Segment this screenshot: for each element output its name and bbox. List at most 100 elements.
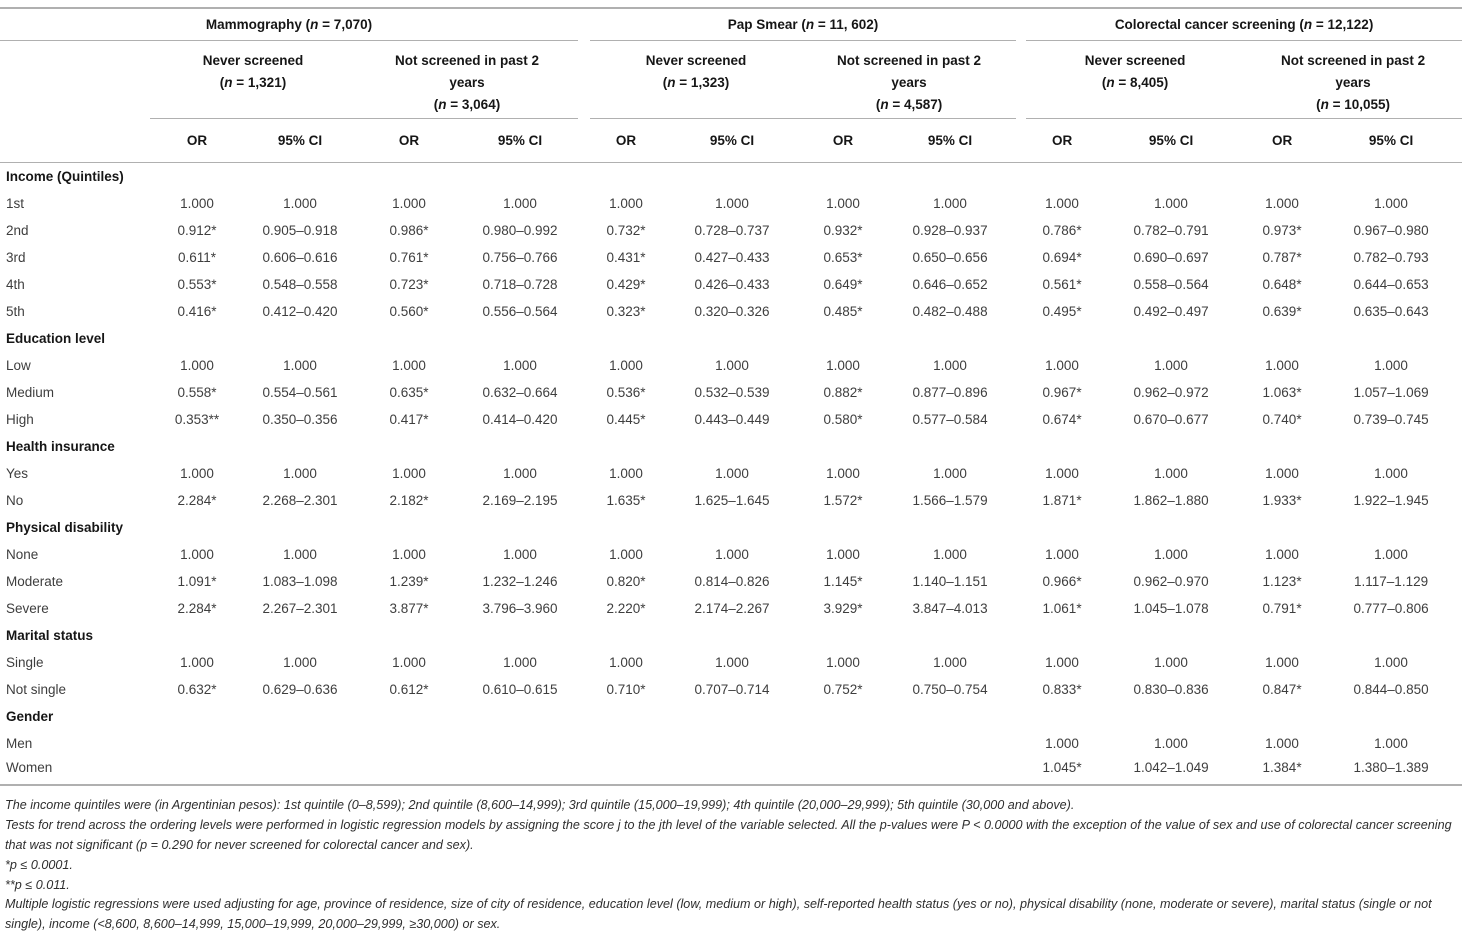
ci-value: 0.905–0.918 (262, 223, 338, 238)
ci-value: 0.782–0.791 (1133, 223, 1209, 238)
column-gap (1016, 298, 1026, 325)
table-row: Severe 2.284* 2.267–2.301 3.877* 3.796–3.960… (0, 595, 1462, 622)
or-value (356, 757, 462, 784)
subgroup-n: (n = 8,405) (1101, 74, 1169, 90)
or-value: 1.061* (1042, 601, 1082, 616)
footnote: *p ≤ 0.0001. (5, 857, 73, 872)
or-value: 1.000 (392, 466, 426, 481)
or-value: 1.000 (1045, 466, 1079, 481)
or-value: 0.416* (177, 304, 217, 319)
subgroup-label: Never screened (1084, 53, 1186, 68)
ci-value: 0.548–0.558 (262, 277, 338, 292)
ci-value: 0.632–0.664 (482, 385, 558, 400)
or-value: 3.877* (389, 601, 429, 616)
or-value: 1.000 (1265, 358, 1299, 373)
ci-value: 0.928–0.937 (912, 223, 988, 238)
ci-value: 1.000 (933, 358, 967, 373)
column-gap (1016, 271, 1026, 298)
column-gap (578, 244, 590, 271)
or-value: 0.580* (823, 412, 863, 427)
ci-value (884, 757, 1016, 784)
ci-value: 1.000 (1154, 547, 1188, 562)
section-label: Physical disability (6, 520, 124, 535)
ci-value (462, 757, 578, 784)
column-gap (578, 271, 590, 298)
or-value: 2.182* (389, 493, 429, 508)
ci-value: 0.739–0.745 (1353, 412, 1429, 427)
or-value: 1.933* (1262, 493, 1302, 508)
subgroup-label: Not screened in past 2 years (837, 53, 982, 90)
or-value: 1.000 (609, 196, 643, 211)
ci-value: 0.558–0.564 (1133, 277, 1209, 292)
ci-value: 1.000 (1154, 466, 1188, 481)
ci-value: 1.000 (283, 358, 317, 373)
or-value: 0.561* (1042, 277, 1082, 292)
ci-value: 0.629–0.636 (262, 682, 338, 697)
col-header-ci: 95% CI (1098, 119, 1245, 163)
subgroup-label: Never screened (645, 53, 747, 68)
ci-value: 2.169–2.195 (482, 493, 558, 508)
ci-value: 0.482–0.488 (912, 304, 988, 319)
row-label: Medium (6, 385, 55, 400)
subgroup-label: Not screened in past 2 years (1281, 53, 1426, 90)
or-value: 0.323* (606, 304, 646, 319)
ci-value: 1.000 (715, 196, 749, 211)
table-row: No 2.284* 2.268–2.301 2.182* 2.169–2.195 1.63… (0, 487, 1462, 514)
or-value: 0.966* (1042, 574, 1082, 589)
column-gap (578, 406, 590, 433)
ci-value: 0.670–0.677 (1133, 412, 1209, 427)
subgroup-n: (n = 3,064) (433, 96, 501, 112)
ci-value: 2.267–2.301 (262, 601, 338, 616)
or-value: 0.723* (389, 277, 429, 292)
table-row: Medium 0.558* 0.554–0.561 0.635* 0.632–0.664… (0, 379, 1462, 406)
ci-value: 1.140–1.151 (912, 574, 988, 589)
or-value: 0.986* (389, 223, 429, 238)
or-value: 0.611* (177, 250, 217, 265)
ci-value: 1.000 (933, 655, 967, 670)
or-value: 0.417* (389, 412, 429, 427)
or-value: 1.145* (823, 574, 863, 589)
or-value: 1.572* (823, 493, 863, 508)
or-value: 0.732* (606, 223, 646, 238)
ci-value: 1.000 (715, 547, 749, 562)
ci-value: 0.718–0.728 (482, 277, 558, 292)
or-value: 2.284* (177, 601, 217, 616)
or-value (590, 757, 662, 784)
or-value: 0.648* (1262, 277, 1302, 292)
or-value: 1.000 (609, 466, 643, 481)
column-gap (578, 217, 590, 244)
ci-value: 1.057–1.069 (1353, 385, 1429, 400)
table-row: 5th 0.416* 0.412–0.420 0.560* 0.556–0.564 0.3… (0, 298, 1462, 325)
ci-value: 1.625–1.645 (694, 493, 770, 508)
row-label: Women (6, 760, 53, 775)
section-row: Education level (0, 325, 1462, 352)
column-gap (1016, 244, 1026, 271)
row-label: No (6, 493, 24, 508)
ci-value: 1.000 (283, 196, 317, 211)
ci-value: 0.554–0.561 (262, 385, 338, 400)
ci-value: 2.268–2.301 (262, 493, 338, 508)
section-row: Physical disability (0, 514, 1462, 541)
or-value: 1.000 (609, 358, 643, 373)
ci-value: 0.427–0.433 (694, 250, 770, 265)
table-row: Low 1.000 1.000 1.000 1.000 1.000 1.000 1.000 1.… (0, 352, 1462, 379)
or-value: 0.787* (1262, 250, 1302, 265)
ci-value: 0.646–0.652 (912, 277, 988, 292)
col-header-or: OR (150, 119, 244, 163)
or-value: 1.000 (392, 655, 426, 670)
or-value: 0.485* (823, 304, 863, 319)
or-value: 1.000 (1045, 655, 1079, 670)
ci-value: 1.000 (283, 466, 317, 481)
footnote: **p ≤ 0.011. (5, 877, 70, 892)
section-row: Health insurance (0, 433, 1462, 460)
column-gap (1016, 757, 1026, 784)
or-value: 0.431* (606, 250, 646, 265)
table-body: Income (Quintiles) 1st 1.000 1.000 1.000 1.00… (0, 163, 1462, 784)
ci-value: 1.000 (503, 466, 537, 481)
column-gap (578, 119, 591, 163)
row-label: 3rd (6, 250, 26, 265)
row-label: Low (6, 358, 31, 373)
ci-value: 1.000 (503, 196, 537, 211)
subgroup-header-pap-never: Never screened (n = 1,323) (590, 41, 803, 119)
table-row: Single 1.000 1.000 1.000 1.000 1.000 1.000 1.00… (0, 649, 1462, 676)
